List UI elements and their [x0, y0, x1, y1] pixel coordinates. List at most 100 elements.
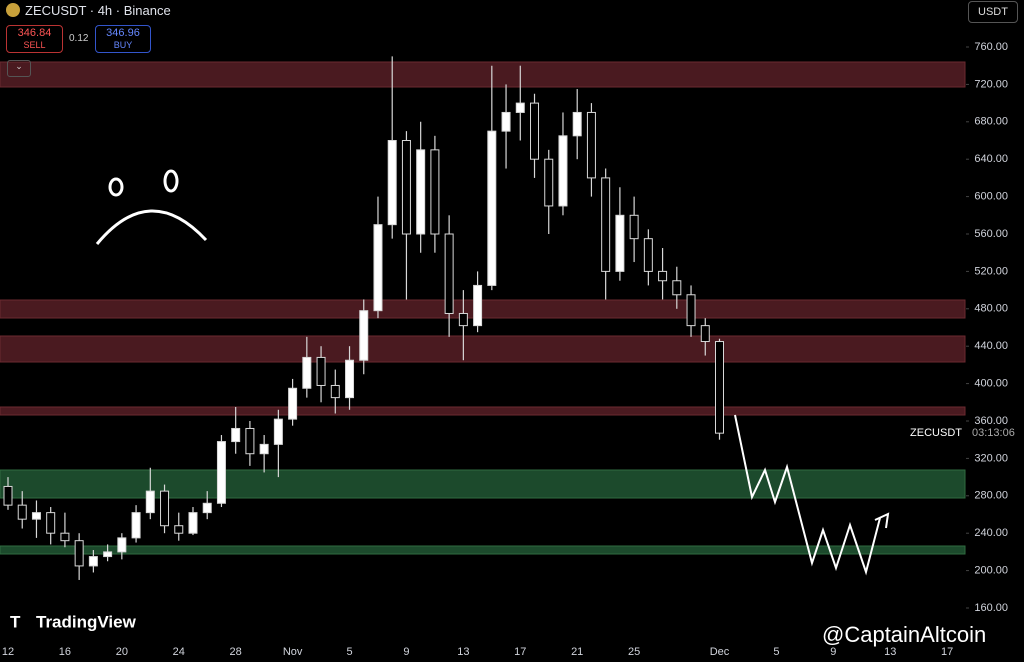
candle-body — [387, 140, 397, 226]
buy-price: 346.96 — [106, 27, 140, 39]
y-tick-label: 720.00 — [974, 78, 1008, 90]
candle-body — [715, 341, 724, 434]
candle-body — [501, 111, 511, 132]
buy-label: BUY — [113, 40, 133, 50]
x-tick-label: 12 — [2, 646, 14, 658]
candle-body — [643, 238, 653, 272]
candle-body — [558, 135, 568, 207]
buy-button[interactable]: 346.96 BUY — [95, 25, 151, 53]
currency-select[interactable]: USDT — [968, 1, 1018, 23]
candle-body — [216, 441, 226, 504]
candle-body — [88, 556, 98, 567]
y-tick-label: 160.00 — [974, 602, 1008, 614]
x-tick-label: 17 — [941, 646, 953, 658]
candle-body — [444, 233, 454, 314]
candle-body — [288, 387, 298, 420]
x-tick-label: 13 — [884, 646, 896, 658]
x-tick-label: Dec — [710, 646, 730, 658]
x-tick-label: 25 — [628, 646, 640, 658]
symbol-title: ZECUSDT · 4h · Binance — [25, 3, 171, 18]
candle-body — [160, 490, 170, 527]
candle-body — [458, 312, 468, 327]
resistance-zone — [0, 335, 966, 363]
candle-body — [487, 130, 497, 286]
candle-body — [46, 512, 56, 534]
candle-body — [359, 310, 369, 361]
projection-path — [734, 414, 881, 576]
y-tick-label: 320.00 — [974, 452, 1008, 464]
candle-body — [658, 270, 668, 282]
price-label-symbol: ZECUSDT — [910, 427, 962, 439]
candle-body — [430, 149, 440, 235]
candle-body — [131, 512, 141, 539]
candle-body — [316, 356, 326, 386]
candle-body — [373, 224, 383, 312]
resistance-zone — [0, 299, 966, 319]
y-tick-label: 600.00 — [974, 191, 1008, 203]
candle-body — [245, 427, 255, 455]
sell-price: 346.84 — [17, 27, 52, 39]
candle-body — [601, 177, 611, 272]
x-tick-label: 5 — [773, 646, 779, 658]
candle-body — [672, 280, 682, 296]
candle-body — [686, 294, 696, 327]
y-tick-label: 640.00 — [974, 153, 1008, 165]
candle-body — [231, 427, 241, 443]
sell-button[interactable]: 346.84 SELL — [6, 25, 63, 53]
candle-body — [3, 485, 13, 506]
y-tick-label: 680.00 — [974, 116, 1008, 128]
watermark-author: @CaptainAltcoin — [822, 622, 986, 647]
spread: 0.12 — [69, 33, 89, 44]
candle-body — [188, 512, 198, 534]
candle-body — [629, 214, 639, 240]
y-tick-label: 400.00 — [974, 378, 1008, 390]
x-tick-label: 13 — [457, 646, 469, 658]
candle-body — [145, 490, 155, 514]
y-tick-label: 360.00 — [974, 415, 1008, 427]
resistance-zone — [0, 61, 966, 88]
projection-arrow — [874, 512, 890, 529]
support-zone — [0, 469, 966, 499]
y-tick-label: 760.00 — [974, 41, 1008, 53]
x-tick-label: 9 — [830, 646, 836, 658]
y-tick-label: 520.00 — [974, 265, 1008, 277]
watermark-logo: T — [10, 612, 21, 631]
candle-body — [31, 512, 41, 520]
x-tick-label: 21 — [571, 646, 583, 658]
candle-body — [345, 359, 355, 399]
candle-body — [259, 443, 269, 455]
resistance-zone — [0, 406, 966, 416]
candle-body — [273, 418, 283, 445]
candle-body — [416, 149, 426, 235]
x-tick-label: 20 — [116, 646, 128, 658]
x-tick-label: Nov — [283, 646, 303, 658]
x-tick-label: 16 — [59, 646, 71, 658]
x-tick-label: 5 — [346, 646, 352, 658]
candle-body — [174, 525, 184, 534]
face-mouth — [95, 209, 208, 245]
x-tick-label: 28 — [230, 646, 242, 658]
candle-body — [572, 111, 582, 137]
candle-body — [103, 551, 113, 558]
face-eye — [108, 177, 124, 197]
support-zone — [0, 545, 966, 555]
y-tick-label: 480.00 — [974, 303, 1008, 315]
candle-body — [117, 537, 127, 553]
x-tick-label: 17 — [514, 646, 526, 658]
candle-body — [401, 140, 411, 235]
watermark-brand: TradingView — [36, 612, 137, 631]
price-label-countdown: 03:13:06 — [972, 427, 1015, 439]
y-tick-label: 280.00 — [974, 490, 1008, 502]
collapse-button[interactable]: ⌄ — [7, 60, 31, 77]
candle-body — [202, 502, 212, 514]
face-eye — [163, 169, 179, 193]
y-tick-label: 240.00 — [974, 527, 1008, 539]
candle-body — [615, 214, 625, 272]
candle-body — [60, 532, 70, 542]
y-tick-label: 200.00 — [974, 565, 1008, 577]
sell-label: SELL — [23, 40, 46, 50]
y-tick-label: 440.00 — [974, 340, 1008, 352]
x-tick-label: 24 — [173, 646, 185, 658]
symbol-icon — [6, 3, 20, 17]
